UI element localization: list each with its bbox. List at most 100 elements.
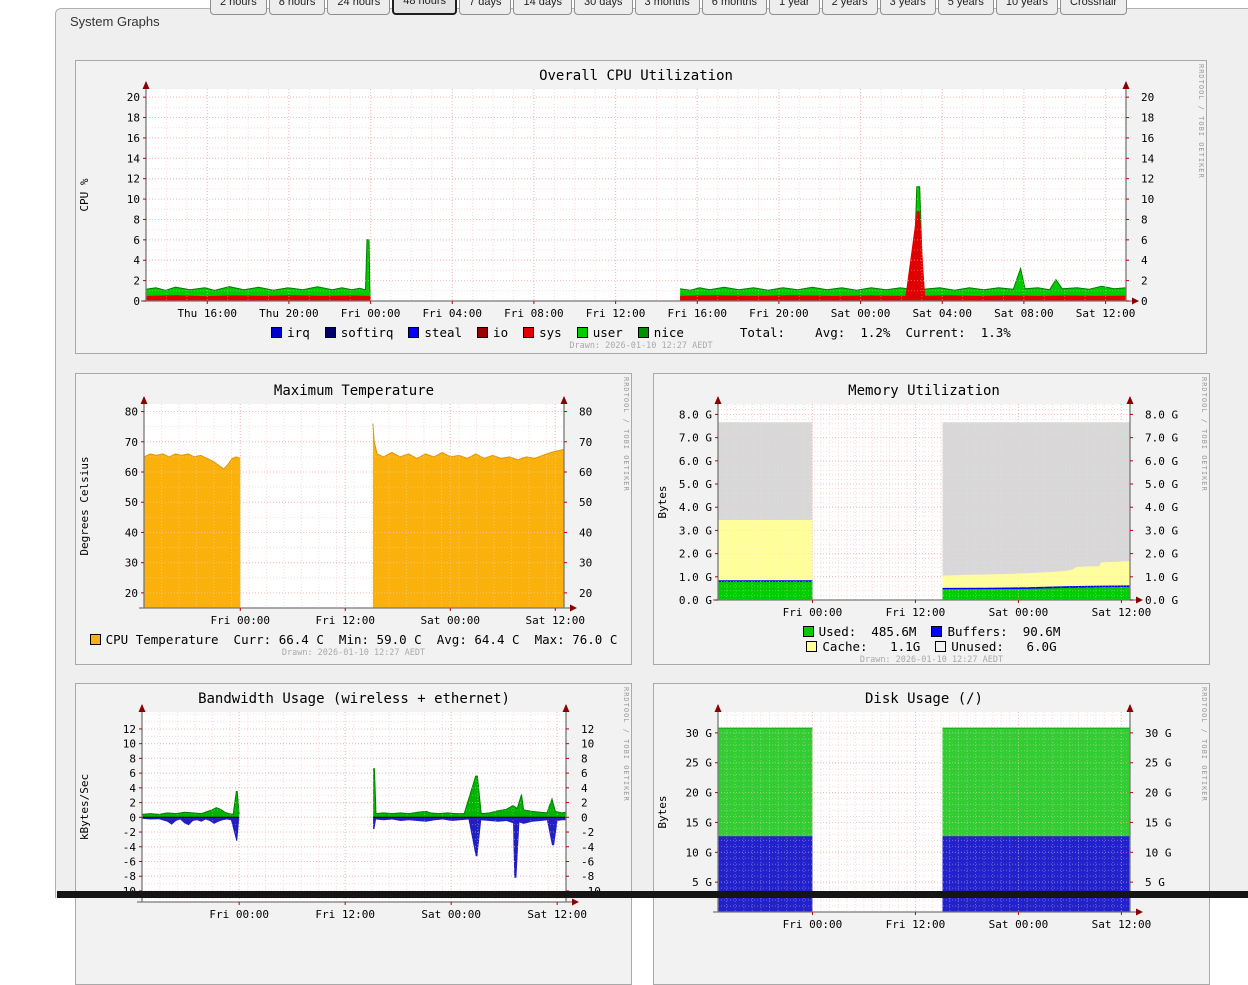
svg-text:0: 0 [129,811,136,824]
svg-text:40: 40 [125,526,138,539]
svg-text:Sat 00:00: Sat 00:00 [831,307,891,320]
memory-utilization-graph-panel: 0.0 G0.0 G1.0 G1.0 G2.0 G2.0 G3.0 G3.0 G… [653,373,1210,665]
svg-text:4: 4 [581,782,588,795]
svg-text:3.0 G: 3.0 G [679,524,712,537]
svg-text:20: 20 [579,587,592,600]
tab-24-hours[interactable]: 24 hours [327,0,390,15]
svg-text:Sat 12:00: Sat 12:00 [527,908,587,921]
tab-5-years[interactable]: 5 years [938,0,994,15]
tab-30-days[interactable]: 30 days [574,0,633,15]
tab-2-hours[interactable]: 2 hours [210,0,267,15]
svg-text:10 G: 10 G [1145,846,1172,859]
cpu-utilization-graph-panel: 0022446688101012121414161618182020Thu 16… [75,60,1207,354]
svg-text:Fri 00:00: Fri 00:00 [210,614,270,627]
svg-text:30: 30 [579,557,592,570]
svg-text:10 G: 10 G [686,846,713,859]
legend-label: irq [287,325,310,340]
svg-text:20: 20 [127,91,140,104]
svg-text:15 G: 15 G [1145,816,1172,829]
svg-text:Overall CPU Utilization: Overall CPU Utilization [539,68,733,84]
tab-2-years[interactable]: 2 years [822,0,878,15]
svg-text:20 G: 20 G [1145,787,1172,800]
legend-swatch [408,327,419,338]
svg-text:14: 14 [1141,152,1155,165]
drawn-timestamp: Drawn: 2026-01-10 12:27 AEDT [76,341,1206,351]
svg-text:16: 16 [1141,132,1154,145]
svg-text:14: 14 [127,152,141,165]
svg-text:8: 8 [581,752,588,765]
svg-text:Fri 12:00: Fri 12:00 [886,606,946,619]
svg-text:Sat 00:00: Sat 00:00 [421,908,481,921]
tab-8-hours[interactable]: 8 hours [269,0,326,15]
legend-swatch [477,327,488,338]
svg-text:4: 4 [133,254,140,267]
svg-text:-8: -8 [581,870,594,883]
svg-text:Sat 12:00: Sat 12:00 [1092,918,1152,931]
svg-text:Bandwidth Usage (wireless + et: Bandwidth Usage (wireless + ethernet) [198,691,510,707]
legend-label: io [493,325,508,340]
svg-text:Fri 16:00: Fri 16:00 [667,307,727,320]
tab-48-hours[interactable]: 48 hours [392,0,457,15]
svg-text:-4: -4 [581,841,595,854]
legend-item: CPU Temperature Curr: 66.4 C Min: 59.0 C… [90,632,618,647]
svg-text:50: 50 [125,496,138,509]
svg-text:40: 40 [579,526,592,539]
svg-text:0: 0 [581,811,588,824]
svg-text:5 G: 5 G [1145,876,1165,889]
bottom-window-edge [57,891,1248,898]
tab-14-days[interactable]: 14 days [513,0,572,15]
svg-text:12: 12 [1141,173,1154,186]
legend-swatch [931,626,942,637]
drawn-timestamp: Drawn: 2026-01-10 12:27 AEDT [654,655,1209,665]
svg-text:20: 20 [125,587,138,600]
legend-swatch [577,327,588,338]
svg-text:Fri 12:00: Fri 12:00 [315,908,375,921]
disk-series-used [943,836,1131,912]
temperature-chart: 2020303040405050606070708080Fri 00:00Fri… [76,374,629,632]
svg-text:Fri 00:00: Fri 00:00 [783,606,843,619]
svg-text:0: 0 [1141,295,1148,308]
svg-text:-2: -2 [581,826,594,839]
svg-text:4: 4 [1141,254,1148,267]
cpu-chart: 0022446688101012121414161618182020Thu 16… [76,61,1204,325]
legend-item: Cache: 1.1G [806,639,920,654]
tab-7-days[interactable]: 7 days [459,0,511,15]
svg-text:80: 80 [125,406,138,419]
svg-text:6.0 G: 6.0 G [679,455,712,468]
svg-text:10: 10 [1141,193,1154,206]
legend-label: Unused: 6.0G [951,639,1056,654]
svg-text:8: 8 [133,213,140,226]
svg-text:6: 6 [581,767,588,780]
svg-text:Sat 12:00: Sat 12:00 [1076,307,1136,320]
svg-text:10: 10 [123,738,136,751]
legend-swatch [271,327,282,338]
memory-chart: 0.0 G0.0 G1.0 G1.0 G2.0 G2.0 G3.0 G3.0 G… [654,374,1207,624]
svg-text:Fri 04:00: Fri 04:00 [422,307,482,320]
svg-text:25 G: 25 G [1145,757,1172,770]
legend-label: steal [424,325,462,340]
svg-text:Sat 00:00: Sat 00:00 [989,606,1049,619]
svg-text:5.0 G: 5.0 G [679,478,712,491]
svg-text:0.0 G: 0.0 G [679,594,712,607]
svg-text:CPU %: CPU % [78,178,91,211]
tab-crosshair[interactable]: Crosshair [1060,0,1127,15]
svg-text:-4: -4 [123,841,137,854]
memory-series-used [718,582,812,600]
legend-item: Used: 485.6M [803,624,917,639]
svg-text:18: 18 [1141,112,1154,125]
tab-3-years[interactable]: 3 years [880,0,936,15]
svg-text:Fri 12:00: Fri 12:00 [586,307,646,320]
rrdtool-watermark: RRDTOOL / TOBI OETIKER [622,687,630,802]
tab-3-months[interactable]: 3 months [635,0,700,15]
svg-text:2: 2 [133,275,140,288]
legend-label: Used: 485.6M [819,624,917,639]
drawn-timestamp: Drawn: 2026-01-10 12:27 AEDT [76,648,631,658]
tab-10-years[interactable]: 10 years [996,0,1058,15]
svg-text:25 G: 25 G [686,757,713,770]
tab-1-year[interactable]: 1 year [769,0,820,15]
svg-text:7.0 G: 7.0 G [1145,432,1178,445]
svg-text:Sat 12:00: Sat 12:00 [1092,606,1152,619]
tab-6-months[interactable]: 6 months [702,0,767,15]
svg-text:-2: -2 [123,826,136,839]
svg-text:Sat 00:00: Sat 00:00 [420,614,480,627]
